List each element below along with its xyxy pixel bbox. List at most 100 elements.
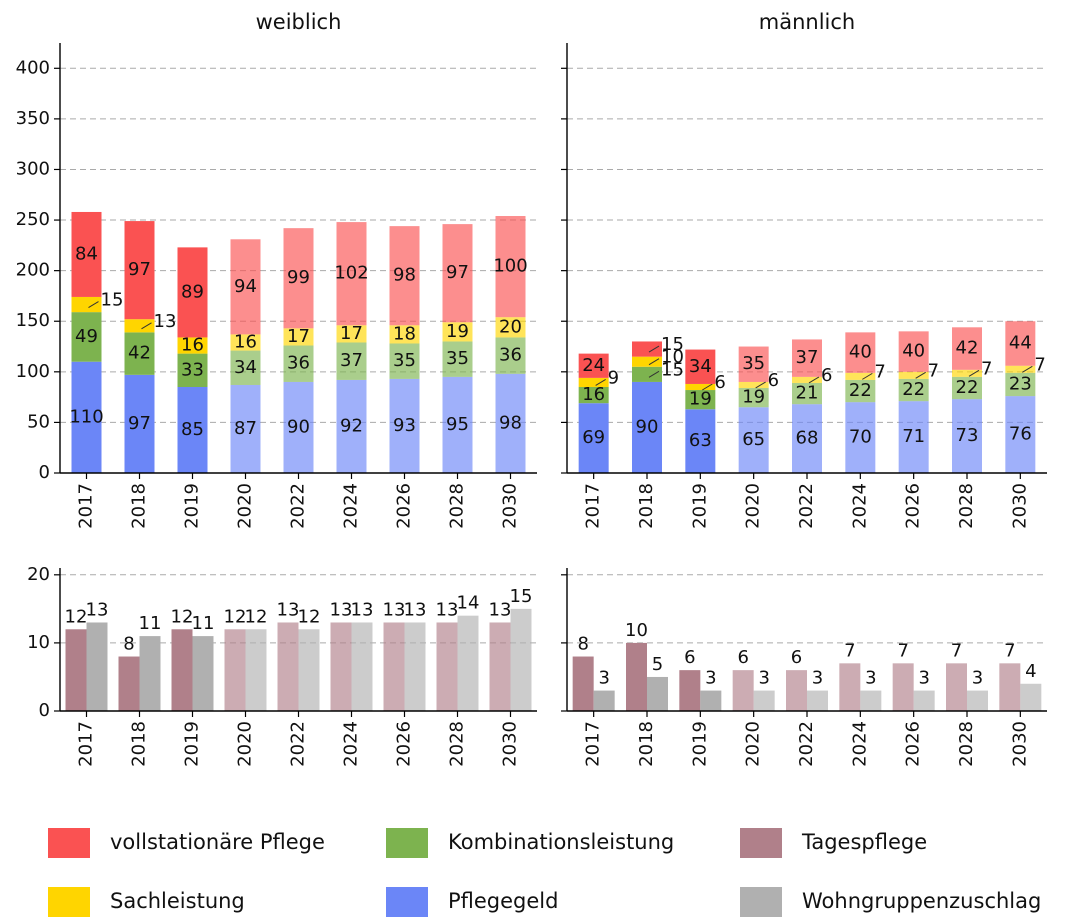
- value-label: 35: [446, 348, 469, 369]
- leader-line: [968, 369, 980, 377]
- value-label: 95: [446, 414, 469, 435]
- x-tick-label: 2019: [182, 483, 203, 529]
- value-label: 36: [287, 353, 310, 374]
- bar: [946, 663, 967, 711]
- bar: [383, 622, 405, 711]
- bar: [913, 690, 935, 711]
- y-tick-label: 300: [16, 158, 50, 179]
- x-tick-label: 2018: [129, 483, 150, 529]
- bar: [647, 676, 668, 711]
- value-label: 12: [245, 606, 268, 627]
- bar: [457, 615, 479, 711]
- bar: [860, 690, 882, 711]
- bar: [436, 622, 458, 711]
- bar: [807, 690, 828, 711]
- bar-segment: [71, 312, 102, 362]
- bar-segment: [124, 374, 155, 473]
- bar: [626, 642, 647, 711]
- bar-segment: [685, 383, 716, 391]
- value-label: 94: [234, 276, 257, 297]
- value-label: 23: [1009, 373, 1032, 394]
- bar-segment: [845, 372, 876, 380]
- bar-segment: [738, 346, 769, 382]
- bar-segment: [283, 228, 314, 329]
- value-label: 19: [446, 321, 469, 342]
- value-label: 15: [661, 359, 684, 380]
- value-label: 22: [849, 380, 872, 401]
- value-label: 11: [192, 613, 215, 634]
- leader-line: [141, 322, 152, 330]
- bar-segment: [442, 341, 473, 377]
- bar-segment: [442, 376, 473, 473]
- value-label: 90: [287, 416, 310, 437]
- bar-segment: [177, 387, 208, 473]
- value-label: 73: [956, 425, 979, 446]
- value-label: 19: [689, 389, 712, 410]
- bar-segment: [1005, 372, 1036, 397]
- value-label: 76: [1009, 424, 1032, 445]
- value-label: 13: [277, 599, 300, 620]
- value-label: 22: [902, 379, 925, 400]
- bar-segment: [738, 407, 769, 473]
- bar: [700, 690, 722, 711]
- value-label: 44: [1009, 332, 1032, 353]
- value-label: 97: [446, 262, 469, 283]
- value-label: 36: [499, 345, 522, 366]
- y-tick-label: 50: [27, 411, 50, 432]
- x-tick-label: 2026: [903, 721, 924, 767]
- y-tick-label: 100: [16, 361, 50, 382]
- value-label: 13: [351, 599, 374, 620]
- value-label: 42: [128, 343, 151, 364]
- value-label: 9: [608, 367, 619, 388]
- value-label: 16: [582, 384, 605, 405]
- bar-segment: [389, 343, 420, 379]
- legend-label: Pflegegeld: [448, 889, 558, 913]
- legend-swatch: [386, 828, 428, 858]
- x-tick-label: 2019: [182, 721, 203, 767]
- bar-segment: [952, 369, 982, 377]
- bar-segment: [738, 388, 769, 408]
- value-label: 6: [821, 365, 832, 386]
- value-label: 15: [510, 586, 533, 607]
- value-label: 69: [582, 427, 605, 448]
- value-label: 3: [972, 668, 983, 689]
- bar-segment: [792, 376, 822, 383]
- value-label: 6: [737, 647, 748, 668]
- bar: [999, 663, 1021, 711]
- value-label: 93: [393, 415, 416, 436]
- value-label: 3: [705, 668, 716, 689]
- bar-segment: [177, 337, 208, 354]
- value-label: 97: [128, 259, 151, 280]
- x-tick-label: 2020: [235, 483, 256, 529]
- x-tick-label: 2018: [636, 483, 657, 529]
- panel-title: weiblich: [256, 10, 342, 34]
- x-tick-label: 2024: [849, 483, 870, 529]
- bar-segment: [845, 402, 876, 473]
- bar-segment: [495, 216, 526, 318]
- x-tick-label: 2026: [903, 483, 924, 529]
- bar-segment: [738, 381, 769, 389]
- value-label: 98: [393, 265, 416, 286]
- value-label: 24: [582, 355, 605, 376]
- x-tick-label: 2019: [689, 721, 710, 767]
- bar-segment: [578, 403, 609, 473]
- value-label: 6: [684, 647, 695, 668]
- bar-segment: [495, 337, 526, 374]
- bar: [1020, 683, 1042, 711]
- bar: [86, 622, 108, 711]
- bar-segment: [632, 366, 662, 382]
- bar: [510, 608, 532, 711]
- value-label: 90: [636, 416, 659, 437]
- bar-segment: [578, 387, 609, 404]
- bar-segment: [177, 353, 208, 387]
- value-label: 15: [101, 290, 124, 311]
- bar-segment: [898, 378, 929, 402]
- value-label: 85: [181, 419, 204, 440]
- bar-segment: [336, 222, 367, 326]
- bar-segment: [124, 332, 155, 375]
- value-label: 7: [981, 358, 992, 379]
- bar: [839, 663, 861, 711]
- x-tick-label: 2030: [1009, 483, 1030, 529]
- bar-segment: [283, 381, 314, 473]
- value-label: 71: [902, 426, 925, 447]
